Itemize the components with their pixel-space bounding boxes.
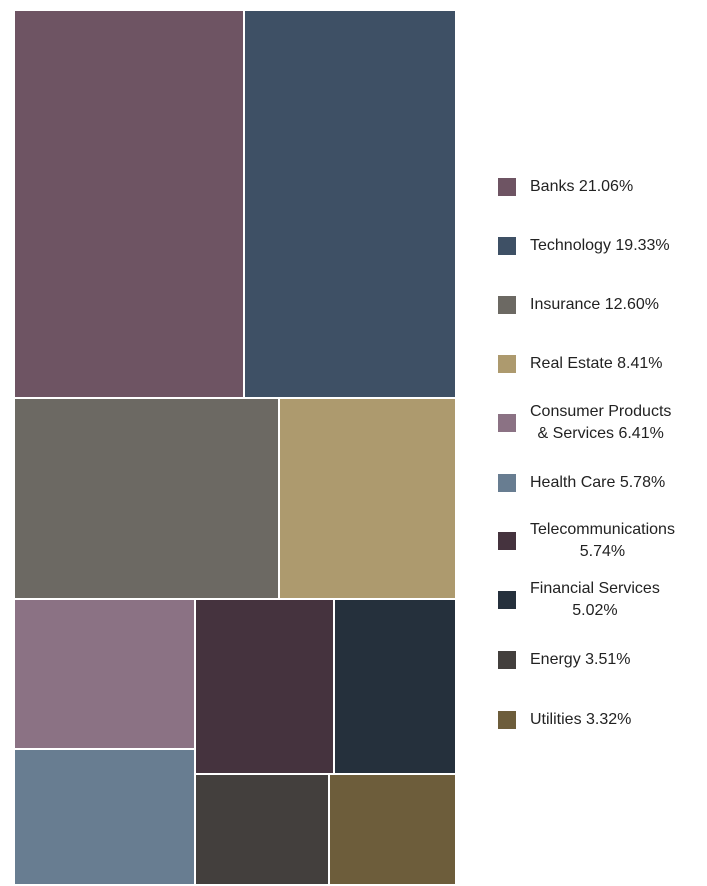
legend-label-health-care: Health Care 5.78% <box>530 474 666 491</box>
tile-health-care <box>15 750 196 886</box>
legend-swatch-consumer-products-services <box>498 414 516 432</box>
legend-item-health-care: Health Care 5.78% <box>498 472 665 494</box>
legend-item-technology: Technology 19.33% <box>498 235 670 257</box>
tile-consumer-products-services <box>15 600 196 751</box>
legend-swatch-telecommunications <box>498 532 516 550</box>
legend-item-banks: Banks 21.06% <box>498 176 633 198</box>
tile-real-estate <box>280 398 457 601</box>
tile-utilities <box>330 775 457 886</box>
legend-swatch-real-estate <box>498 355 516 373</box>
legend-item-financial-services: Financial Services 5.02% <box>498 578 660 622</box>
legend-label-insurance: Insurance 12.60% <box>530 296 659 313</box>
legend-label-financial-services: Financial Services 5.02% <box>530 580 660 619</box>
legend-swatch-utilities <box>498 711 516 729</box>
tile-energy <box>195 775 331 886</box>
legend-swatch-financial-services <box>498 591 516 609</box>
legend-label-real-estate: Real Estate 8.41% <box>530 355 663 372</box>
tile-insurance <box>15 398 281 601</box>
legend-label-telecommunications: Telecommunications 5.74% <box>530 521 675 560</box>
legend-swatch-banks <box>498 178 516 196</box>
legend-swatch-insurance <box>498 296 516 314</box>
legend-item-real-estate: Real Estate 8.41% <box>498 353 663 375</box>
legend-item-telecommunications: Telecommunications 5.74% <box>498 519 675 563</box>
legend-item-utilities: Utilities 3.32% <box>498 709 631 731</box>
tile-technology <box>245 11 457 399</box>
legend-label-energy: Energy 3.51% <box>530 651 631 668</box>
legend-label-utilities: Utilities 3.32% <box>530 711 632 728</box>
legend-item-insurance: Insurance 12.60% <box>498 294 659 316</box>
legend-label-technology: Technology 19.33% <box>530 237 670 254</box>
legend-swatch-health-care <box>498 474 516 492</box>
legend-label-consumer-products-services: Consumer Products & Services 6.41% <box>530 403 672 442</box>
tile-banks <box>15 11 246 399</box>
legend-item-energy: Energy 3.51% <box>498 649 631 671</box>
tile-financial-services <box>335 600 457 776</box>
legend-swatch-technology <box>498 237 516 255</box>
legend-item-consumer-products-services: Consumer Products & Services 6.41% <box>498 401 671 445</box>
tile-telecommunications <box>195 600 336 776</box>
legend-swatch-energy <box>498 651 516 669</box>
legend-label-banks: Banks 21.06% <box>530 178 634 195</box>
